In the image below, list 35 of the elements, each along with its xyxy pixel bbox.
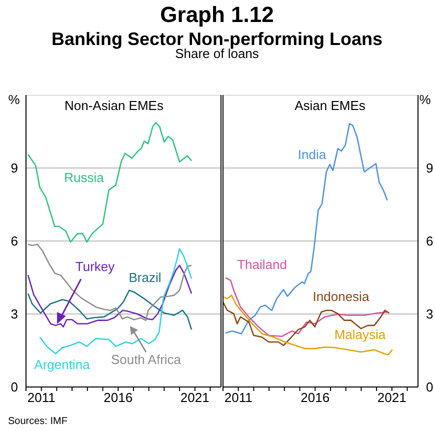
series-label: Brazil <box>128 270 162 285</box>
series-label: Malaysia <box>334 327 386 342</box>
line-series <box>27 122 192 243</box>
x-tick-label: 2021 <box>377 390 406 406</box>
x-tick-label: 2011 <box>224 390 252 406</box>
chart-subtitle: Banking Sector Non-performing Loans <box>51 29 383 49</box>
series-label: India <box>298 147 327 162</box>
series-label: Russia <box>64 170 105 185</box>
y-tick-label: 9 <box>10 160 18 176</box>
source-note: Sources: IMF <box>8 416 68 427</box>
y-tick-label: 3 <box>426 306 434 322</box>
y-tick-label: 0 <box>10 380 18 395</box>
series-label: Thailand <box>237 257 287 272</box>
x-tick-label: 2021 <box>180 390 210 406</box>
x-tick-label: 2016 <box>104 390 133 406</box>
y-tick-label: 0 <box>426 380 434 395</box>
series-label: Indonesia <box>312 289 370 304</box>
y-tick-label: 9 <box>426 160 434 176</box>
chart-title: Graph 1.12 <box>160 2 274 27</box>
y-axis-title: % <box>8 92 20 107</box>
legend-label: South Africa <box>110 352 182 367</box>
annotation: Asian EMEs <box>294 98 366 113</box>
y-tick-label: 3 <box>10 306 18 322</box>
x-tick-label: 2016 <box>300 390 330 406</box>
line-series <box>27 290 192 330</box>
series-label: Argentina <box>34 357 91 372</box>
line-series <box>27 244 192 321</box>
annotation: Non-Asian EMEs <box>64 98 164 113</box>
x-tick-label: 2011 <box>27 390 56 406</box>
text: Turkey <box>75 259 116 274</box>
y-tick-label: 6 <box>426 234 434 249</box>
y-tick-label: 6 <box>10 234 18 249</box>
y-axis-title: % <box>419 92 432 107</box>
line-series <box>39 248 192 354</box>
line-series <box>223 301 390 346</box>
